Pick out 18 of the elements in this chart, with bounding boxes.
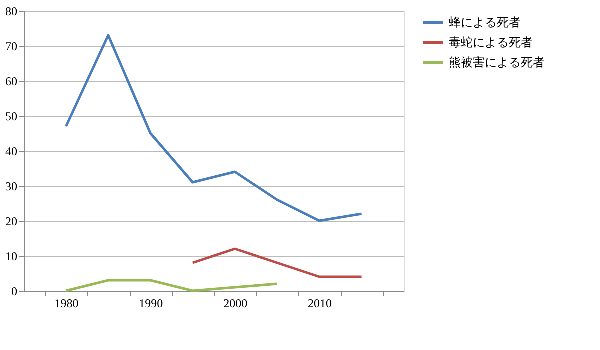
x-tick-label: 2010 xyxy=(308,296,332,310)
y-tick-label: 50 xyxy=(6,110,18,124)
y-tick-label: 20 xyxy=(6,214,18,228)
x-tick-label: 2000 xyxy=(224,296,248,310)
legend-label: 毒蛇による死者 xyxy=(449,36,533,50)
y-tick-label: 70 xyxy=(6,40,18,54)
y-tick-label: 30 xyxy=(6,180,18,194)
x-tick-label: 1990 xyxy=(139,296,164,310)
y-tick-label: 60 xyxy=(6,74,18,88)
y-tick-label: 10 xyxy=(6,250,18,264)
line-series xyxy=(64,279,279,292)
legend-label: 熊被害による死者 xyxy=(449,56,545,70)
x-tick-label: 1980 xyxy=(54,296,79,310)
line-series xyxy=(64,34,364,222)
legend-label: 蜂による死者 xyxy=(449,16,521,30)
y-tick-label: 0 xyxy=(12,284,18,298)
y-tick-label: 40 xyxy=(6,144,18,158)
y-tick-label: 80 xyxy=(6,4,18,18)
